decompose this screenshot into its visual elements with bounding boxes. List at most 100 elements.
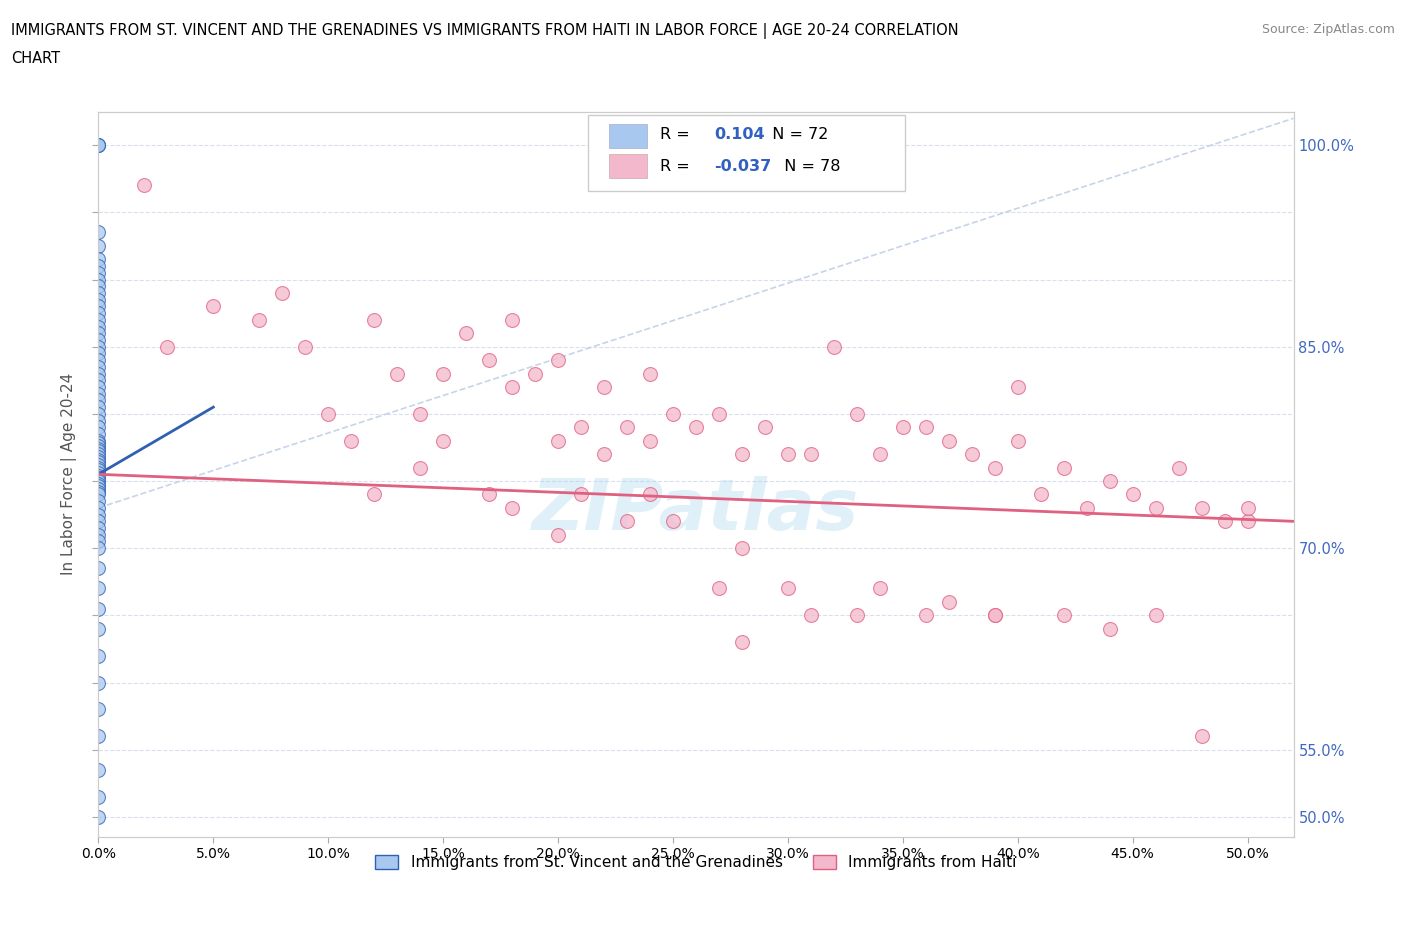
Point xyxy=(87,540,110,555)
Point xyxy=(87,809,110,824)
Text: N = 72: N = 72 xyxy=(762,127,828,142)
Bar xyxy=(609,124,647,148)
Point xyxy=(569,419,592,434)
Point xyxy=(984,608,1007,623)
Point xyxy=(914,419,936,434)
Point xyxy=(87,482,110,497)
Point xyxy=(87,471,110,485)
Text: IMMIGRANTS FROM ST. VINCENT AND THE GRENADINES VS IMMIGRANTS FROM HAITI IN LABOR: IMMIGRANTS FROM ST. VINCENT AND THE GREN… xyxy=(11,23,959,39)
Point xyxy=(501,500,523,515)
Point xyxy=(202,299,225,313)
Point xyxy=(845,406,868,421)
Point xyxy=(662,406,685,421)
Point xyxy=(87,455,110,470)
Point xyxy=(87,138,110,153)
Point xyxy=(1236,500,1258,515)
Point xyxy=(316,406,339,421)
Point xyxy=(87,339,110,354)
Point xyxy=(87,561,110,576)
Point xyxy=(87,507,110,522)
Point xyxy=(478,487,501,502)
Point xyxy=(87,346,110,361)
Point xyxy=(87,463,110,478)
Point xyxy=(616,419,638,434)
Point xyxy=(87,265,110,280)
Point xyxy=(731,540,754,555)
Point xyxy=(938,594,960,609)
Point xyxy=(385,366,409,381)
Point xyxy=(134,178,156,193)
Point xyxy=(1167,460,1189,475)
Point xyxy=(87,427,110,442)
Point xyxy=(87,476,110,491)
Point xyxy=(845,608,868,623)
Point xyxy=(87,442,110,457)
FancyBboxPatch shape xyxy=(589,115,905,192)
Point xyxy=(1029,487,1052,502)
Point xyxy=(1053,460,1076,475)
Point xyxy=(87,306,110,321)
Point xyxy=(363,487,385,502)
Point xyxy=(432,366,454,381)
Text: CHART: CHART xyxy=(11,51,60,66)
Point xyxy=(87,790,110,804)
Point xyxy=(87,458,110,472)
Point xyxy=(87,326,110,340)
Point xyxy=(547,433,569,448)
Point xyxy=(1076,500,1098,515)
Point xyxy=(87,272,110,287)
Point xyxy=(547,527,569,542)
Text: R =: R = xyxy=(661,127,695,142)
Point xyxy=(87,494,110,509)
Point xyxy=(1191,729,1213,744)
Point xyxy=(1144,608,1167,623)
Point xyxy=(662,514,685,529)
Point xyxy=(156,339,179,354)
Point xyxy=(1098,621,1121,636)
Point xyxy=(87,500,110,515)
Point xyxy=(87,729,110,744)
Point xyxy=(87,252,110,267)
Point xyxy=(87,648,110,663)
Point xyxy=(1007,433,1029,448)
Point xyxy=(87,279,110,294)
Point xyxy=(87,436,110,451)
Point xyxy=(87,702,110,717)
Point xyxy=(87,400,110,415)
Point xyxy=(271,286,294,300)
Point xyxy=(87,485,110,499)
Point xyxy=(87,514,110,529)
Point xyxy=(800,608,823,623)
Point xyxy=(87,352,110,367)
Point xyxy=(87,333,110,348)
Point xyxy=(409,406,432,421)
Point xyxy=(294,339,316,354)
Text: 0.104: 0.104 xyxy=(714,127,765,142)
Point xyxy=(1236,514,1258,529)
Point xyxy=(87,763,110,777)
Point xyxy=(87,393,110,408)
Point xyxy=(87,299,110,313)
Point xyxy=(87,487,110,502)
Text: N = 78: N = 78 xyxy=(773,158,841,174)
Point xyxy=(776,446,799,461)
Point xyxy=(87,479,110,494)
Point xyxy=(914,608,936,623)
Point xyxy=(87,534,110,549)
Bar xyxy=(609,153,647,178)
Text: R =: R = xyxy=(661,158,695,174)
Point xyxy=(638,433,661,448)
Point xyxy=(891,419,914,434)
Text: Source: ZipAtlas.com: Source: ZipAtlas.com xyxy=(1261,23,1395,36)
Point xyxy=(1191,500,1213,515)
Point xyxy=(524,366,547,381)
Point xyxy=(707,581,730,596)
Point xyxy=(569,487,592,502)
Point xyxy=(363,312,385,327)
Point xyxy=(593,379,616,394)
Point xyxy=(87,473,110,488)
Point xyxy=(87,444,110,458)
Point xyxy=(87,312,110,327)
Point xyxy=(638,366,661,381)
Point xyxy=(984,608,1007,623)
